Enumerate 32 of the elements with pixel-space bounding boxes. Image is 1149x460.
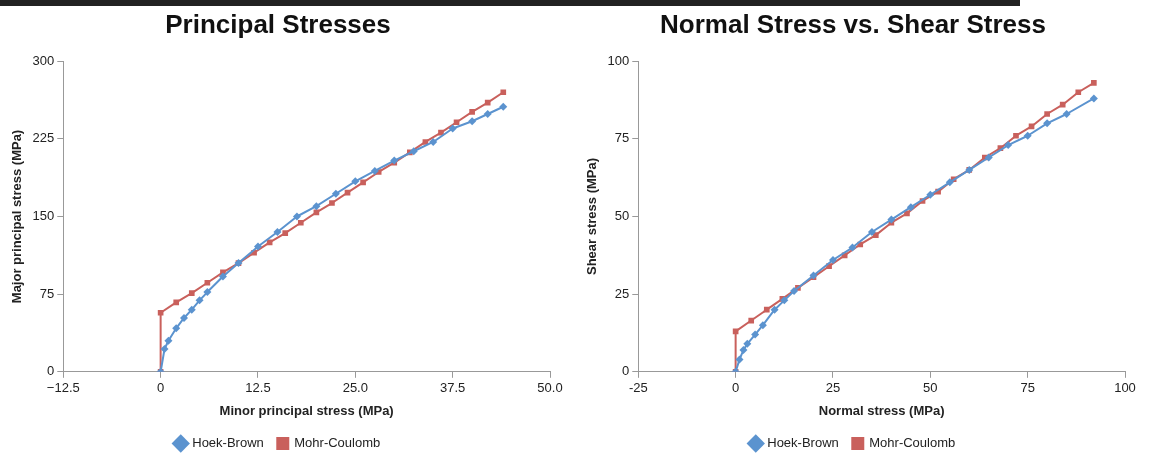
x-tick-label: 25.0: [342, 380, 368, 396]
y-tick-label: 25: [614, 285, 630, 301]
y-tick-label: 150: [32, 208, 55, 224]
x-tick-label: 0: [157, 380, 165, 396]
y-tick-label: 300: [32, 52, 55, 68]
legend-label: Mohr-Coulomb: [294, 435, 381, 451]
x-tick-label: 50.0: [537, 380, 563, 396]
x-axis-title: Normal stress (MPa): [818, 402, 945, 418]
x-tick-label: 100: [1114, 380, 1136, 396]
x-tick-label: 0: [732, 380, 740, 396]
x-tick-label: 25: [825, 380, 841, 396]
y-tick-label: 75: [39, 285, 55, 301]
chart-title: Principal Stresses: [165, 8, 391, 39]
y-tick-label: 50: [614, 208, 630, 224]
y-axis-title: Shear stress (MPa): [584, 157, 600, 276]
x-tick-label: 50: [923, 380, 938, 396]
x-tick-label: 37.5: [440, 380, 466, 396]
y-axis-title: Major principal stress (MPa): [9, 129, 25, 304]
y-tick-label: 225: [32, 130, 55, 146]
y-tick-label: 0: [47, 363, 55, 379]
x-tick-label: 12.5: [245, 380, 271, 396]
y-tick-label: 0: [622, 363, 630, 379]
y-tick-label: 100: [607, 52, 630, 68]
x-axis-title: Minor principal stress (MPa): [219, 402, 394, 418]
y-tick-label: 75: [614, 130, 630, 146]
x-tick-label: -25: [628, 380, 648, 396]
x-tick-label: −12.5: [46, 380, 80, 396]
legend-label: Mohr-Coulomb: [869, 435, 956, 451]
x-tick-label: 75: [1020, 380, 1035, 396]
legend-label: Hoek-Brown: [192, 435, 264, 451]
chart-title: Normal Stress vs. Shear Stress: [660, 8, 1046, 39]
legend-label: Hoek-Brown: [767, 435, 839, 451]
